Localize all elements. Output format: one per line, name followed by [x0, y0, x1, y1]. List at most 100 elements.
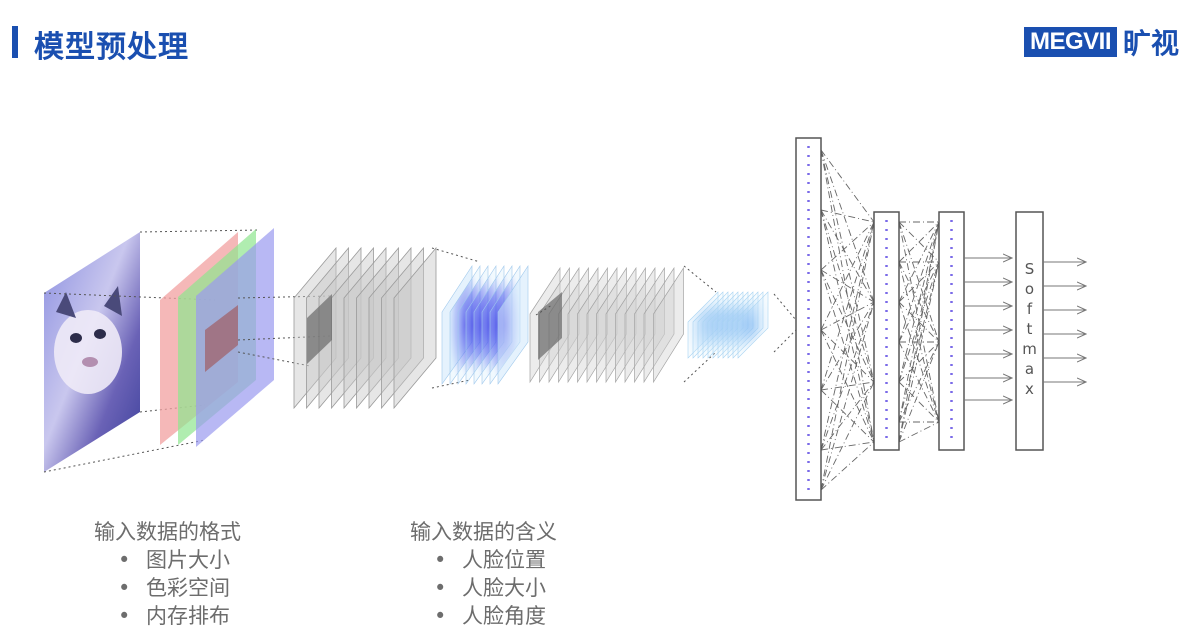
fc-layer-3: [938, 211, 965, 451]
fc-connection: [820, 221, 875, 391]
projection-lines-1: [43, 229, 261, 473]
fc-connections: [820, 149, 940, 491]
feature-map: [393, 246, 437, 410]
input-image: [44, 232, 140, 472]
list-item: 内存排布: [118, 602, 241, 630]
activation-block-1: [441, 264, 529, 385]
fc-connection: [898, 341, 940, 383]
activation-map: [737, 291, 769, 359]
fc-connection: [820, 209, 875, 303]
feature-map: [381, 246, 424, 410]
feature-map: [343, 246, 387, 410]
fc-connection: [820, 149, 875, 303]
feature-map: [558, 266, 589, 384]
feature-map: [548, 266, 580, 384]
feature-map: [624, 266, 656, 384]
softmax-letter: x: [1025, 380, 1034, 398]
logo-text: MEGVII: [1024, 27, 1118, 57]
conv-block-2: [529, 266, 684, 384]
feature-map: [318, 246, 362, 410]
input-meaning-heading: 输入数据的含义: [410, 520, 557, 544]
fc-layer-2: [873, 211, 900, 451]
fc-connection: [898, 261, 940, 343]
fc-connection: [898, 341, 940, 423]
feature-map: [634, 266, 665, 384]
fc-connection: [820, 301, 875, 451]
softmax-letter: t: [1027, 320, 1033, 338]
list-item: 人脸大小: [434, 574, 557, 602]
fc-connection: [820, 301, 875, 391]
conv-block-1: [293, 246, 437, 410]
list-item: 人脸角度: [434, 602, 557, 630]
feature-map: [615, 266, 646, 384]
input-format-list: 输入数据的格式 图片大小 色彩空间 内存排布: [94, 518, 241, 630]
fc-connection: [898, 381, 940, 423]
megvii-logo: MEGVII 旷视: [1024, 24, 1179, 60]
fc-connection: [820, 301, 875, 331]
arrows-to-softmax: [964, 258, 1012, 400]
fc-connection: [820, 389, 875, 443]
title-accent-bar: [12, 26, 18, 58]
fc-connection: [820, 221, 875, 451]
receptive-field: [307, 294, 332, 364]
input-format-heading: 输入数据的格式: [94, 520, 241, 544]
softmax-letter: m: [1022, 340, 1037, 358]
softmax-letter: o: [1025, 280, 1034, 298]
fc-connection: [820, 269, 875, 383]
fc-connection: [898, 221, 940, 423]
projection-lines-3: [431, 247, 481, 389]
fc-connection: [898, 221, 940, 443]
feature-map: [331, 246, 374, 410]
fc-connection: [898, 261, 940, 303]
fc-connection: [820, 381, 875, 391]
fc-connection: [898, 221, 940, 263]
list-item: 人脸位置: [434, 546, 557, 574]
arrows-output: [1043, 262, 1086, 382]
fc-connection: [820, 441, 875, 491]
fc-connection: [820, 381, 875, 491]
fc-connection: [820, 149, 875, 383]
activation-map: [497, 264, 529, 385]
softmax-letter: S: [1025, 260, 1035, 278]
projection-lines-5: [773, 293, 797, 353]
receptive-field: [538, 292, 562, 360]
activation-block-2: [687, 291, 769, 359]
feature-map: [653, 266, 684, 384]
list-item: 图片大小: [118, 546, 241, 574]
fc-layer-1: [795, 137, 822, 501]
fc-connection: [820, 149, 875, 223]
feature-map: [368, 246, 412, 410]
feature-map: [567, 266, 599, 384]
fc-connection: [898, 341, 940, 443]
logo-cn-text: 旷视: [1123, 27, 1180, 60]
fc-connection: [820, 221, 875, 331]
feature-map: [605, 266, 637, 384]
feature-map: [577, 266, 608, 384]
feature-map: [643, 266, 675, 384]
fc-connection: [820, 329, 875, 443]
fc-connection: [898, 221, 940, 303]
fc-connection: [820, 269, 875, 303]
rgb-channels: [160, 228, 274, 447]
fc-connection: [898, 421, 940, 443]
softmax-letter: a: [1025, 360, 1034, 378]
fc-connection: [820, 209, 875, 223]
softmax-letter: f: [1027, 300, 1033, 318]
fc-connection: [820, 301, 875, 491]
fc-connection: [820, 221, 875, 271]
fc-connection: [820, 209, 875, 383]
input-meaning-list: 输入数据的含义 人脸位置 人脸大小 人脸角度: [410, 518, 557, 630]
page-title: 模型预处理: [34, 30, 189, 65]
fc-connection: [898, 261, 940, 443]
fc-connection: [820, 329, 875, 383]
feature-map: [356, 246, 399, 410]
feature-map: [586, 266, 618, 384]
fc-connection: [820, 441, 875, 451]
projection-lines-4: [535, 265, 717, 383]
fc-connection: [820, 221, 875, 491]
list-item: 色彩空间: [118, 574, 241, 602]
fc-connection: [820, 381, 875, 451]
